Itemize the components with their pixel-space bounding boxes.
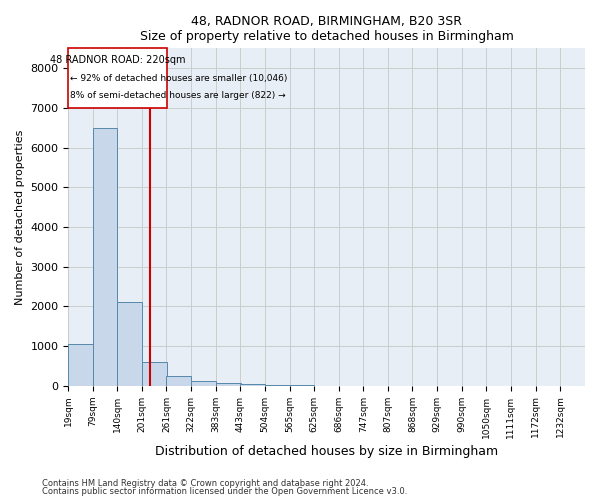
Text: Contains public sector information licensed under the Open Government Licence v3: Contains public sector information licen…	[42, 486, 407, 496]
Title: 48, RADNOR ROAD, BIRMINGHAM, B20 3SR
Size of property relative to detached house: 48, RADNOR ROAD, BIRMINGHAM, B20 3SR Siz…	[140, 15, 514, 43]
Bar	[68, 48, 167, 108]
Text: Contains HM Land Registry data © Crown copyright and database right 2024.: Contains HM Land Registry data © Crown c…	[42, 479, 368, 488]
Bar	[290, 384, 314, 386]
Bar	[142, 362, 167, 386]
Text: 48 RADNOR ROAD: 220sqm: 48 RADNOR ROAD: 220sqm	[50, 55, 185, 65]
Bar	[191, 380, 216, 386]
Bar	[118, 302, 142, 386]
Bar	[216, 382, 241, 386]
Text: 8% of semi-detached houses are larger (822) →: 8% of semi-detached houses are larger (8…	[70, 92, 285, 100]
Bar	[265, 384, 290, 386]
Y-axis label: Number of detached properties: Number of detached properties	[15, 130, 25, 304]
Bar	[166, 376, 191, 386]
Bar	[93, 128, 118, 386]
Text: ← 92% of detached houses are smaller (10,046): ← 92% of detached houses are smaller (10…	[70, 74, 287, 82]
Bar	[68, 344, 93, 386]
X-axis label: Distribution of detached houses by size in Birmingham: Distribution of detached houses by size …	[155, 444, 498, 458]
Bar	[240, 384, 265, 386]
